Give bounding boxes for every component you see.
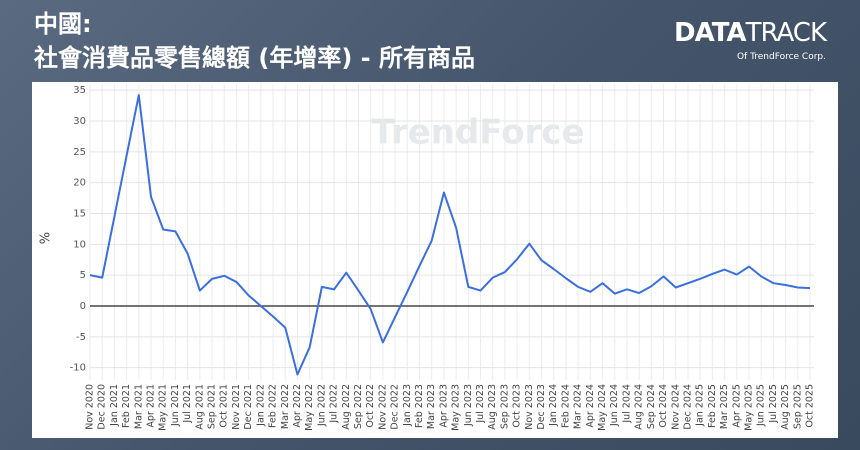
x-tick-label: Sep 2022 xyxy=(353,384,364,429)
x-tick-label: Jan 2025 xyxy=(695,384,706,427)
x-tick-label: Jul 2022 xyxy=(329,384,340,424)
logo: DATATRACK xyxy=(674,18,827,48)
x-tick-label: May 2021 xyxy=(158,384,169,431)
y-tick-label: 5 xyxy=(80,270,86,281)
y-axis-label: % xyxy=(39,232,54,244)
x-tick-label: Apr 2023 xyxy=(438,384,449,428)
x-tick-label: Mar 2024 xyxy=(573,384,584,429)
x-tick-label: Nov 2024 xyxy=(670,384,681,430)
x-tick-label: Oct 2024 xyxy=(658,384,669,428)
y-tick-label: 30 xyxy=(73,116,86,127)
x-tick-label: Aug 2023 xyxy=(487,384,498,430)
y-tick-label: 20 xyxy=(73,178,86,189)
y-tick-label: 25 xyxy=(73,147,86,158)
y-tick-label: -10 xyxy=(70,363,86,374)
x-tick-label: Feb 2021 xyxy=(121,384,132,428)
x-tick-label: Feb 2024 xyxy=(560,384,571,428)
x-tick-label: Mar 2021 xyxy=(133,384,144,429)
x-tick-label: Feb 2025 xyxy=(707,384,718,428)
x-tick-label: Mar 2025 xyxy=(719,384,730,429)
x-tick-label: Jul 2024 xyxy=(621,384,632,424)
x-tick-label: Oct 2023 xyxy=(512,384,523,428)
x-tick-label: Aug 2021 xyxy=(194,384,205,430)
x-tick-label: Nov 2023 xyxy=(524,384,535,430)
x-tick-label: Mar 2022 xyxy=(280,384,291,429)
x-tick-label: Dec 2021 xyxy=(243,384,254,430)
x-tick-label: Apr 2024 xyxy=(585,384,596,428)
title-line2: 社會消費品零售總額 (年增率) - 所有商品 xyxy=(34,44,475,72)
x-tick-label: Dec 2023 xyxy=(536,384,547,430)
x-tick-label: Feb 2022 xyxy=(268,384,279,428)
x-tick-label: Jul 2023 xyxy=(475,384,486,424)
x-tick-label: Apr 2022 xyxy=(292,384,303,428)
x-tick-label: Dec 2022 xyxy=(390,384,401,430)
x-tick-label: May 2025 xyxy=(743,384,754,431)
watermark: TrendForce xyxy=(371,113,584,153)
x-tick-label: Jan 2022 xyxy=(255,384,266,427)
data-line xyxy=(89,94,811,376)
chart: TrendForce % Nov 2020 Dec 2020 Jan 2021 Feb… xyxy=(32,82,838,438)
x-tick-label: Apr 2025 xyxy=(731,384,742,428)
x-tick-label: Oct 2022 xyxy=(365,384,376,428)
x-tick-label: Dec 2024 xyxy=(682,384,693,430)
y-tick-label: 35 xyxy=(73,85,86,96)
logo-b: TRACK xyxy=(745,18,827,48)
x-tick-label: Dec 2020 xyxy=(97,384,108,430)
x-tick-label: Feb 2023 xyxy=(414,384,425,428)
x-tick-label: Jun 2023 xyxy=(463,384,474,427)
x-tick-label: Jan 2021 xyxy=(109,384,120,427)
x-tick-label: Jul 2025 xyxy=(768,384,779,424)
y-tick-label: -5 xyxy=(76,332,86,343)
x-tick-label: Nov 2020 xyxy=(85,384,96,430)
x-tick-label: Sep 2024 xyxy=(646,384,657,429)
x-tick-label: Apr 2021 xyxy=(146,384,157,428)
title-line1: 中國: xyxy=(34,10,92,38)
x-tick-label: Mar 2023 xyxy=(426,384,437,429)
x-tick-label: Aug 2022 xyxy=(341,384,352,430)
x-tick-label: Oct 2025 xyxy=(805,384,816,428)
logo-a: DATA xyxy=(674,18,747,48)
x-tick-label: Nov 2022 xyxy=(377,384,388,430)
x-tick-label: Jan 2023 xyxy=(402,384,413,427)
x-tick-label: Jan 2024 xyxy=(548,384,559,427)
x-tick-label: Jun 2025 xyxy=(756,384,767,427)
x-tick-label: Aug 2024 xyxy=(634,384,645,430)
x-tick-label: Sep 2023 xyxy=(499,384,510,429)
x-tick-label: May 2022 xyxy=(304,384,315,431)
y-tick-label: 10 xyxy=(73,239,86,250)
x-tick-label: Aug 2025 xyxy=(780,384,791,430)
x-tick-label: Jun 2021 xyxy=(170,384,181,427)
x-tick-label: May 2024 xyxy=(597,384,608,431)
logo-sub: Of TrendForce Corp. xyxy=(736,52,826,62)
y-tick-label: 15 xyxy=(73,209,86,220)
y-tick-label: 0 xyxy=(80,301,86,312)
x-tick-label: May 2023 xyxy=(451,384,462,431)
x-tick-label: Jul 2021 xyxy=(182,384,193,424)
x-tick-label: Nov 2021 xyxy=(231,384,242,430)
x-tick-label: Oct 2021 xyxy=(219,384,230,428)
x-tick-label: Sep 2021 xyxy=(207,384,218,429)
x-tick-label: Sep 2025 xyxy=(792,384,803,429)
x-tick-label: Jun 2024 xyxy=(609,384,620,427)
x-tick-label: Jun 2022 xyxy=(316,384,327,427)
